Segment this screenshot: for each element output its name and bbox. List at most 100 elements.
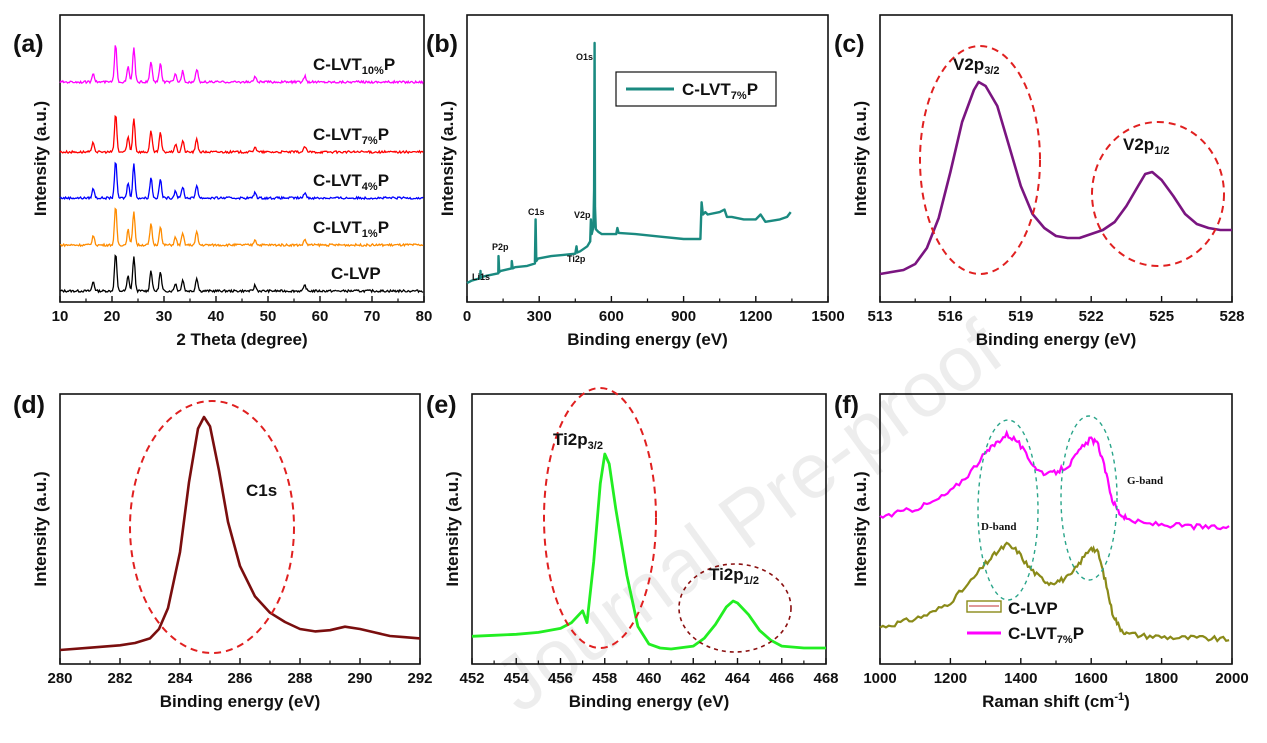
series-label-main: C-LVT	[313, 55, 362, 74]
peak-annotation-sub: 1/2	[1154, 145, 1169, 157]
series-label-sub: 7%	[362, 135, 378, 147]
x-tick-label: 30	[156, 308, 173, 325]
legend-swatch	[966, 600, 1002, 613]
x-tick-label: 513	[867, 308, 892, 325]
series-label-tail: P	[384, 55, 395, 74]
series-label-main: C-LVP	[331, 264, 381, 283]
highlight-ellipse	[543, 387, 657, 649]
plot-frame	[879, 14, 1233, 303]
panel-label: (c)	[834, 30, 865, 58]
x-axis-label-main: Binding energy (eV)	[160, 692, 321, 711]
peak-annotation: P2p	[492, 242, 509, 252]
x-tick-label: 1200	[934, 670, 967, 687]
panel-d: 280 282 284 286 288 290 292 Binding energy (eV)…	[13, 391, 433, 711]
panel-b: 0 300 600 900 1200 1500 Binding energy (eV) Int…	[426, 14, 845, 349]
xrd-series-line	[59, 207, 424, 248]
xrd-series-line	[59, 45, 424, 85]
watermark-text: Journal Pre-proof	[478, 303, 1018, 729]
x-tick-label: 464	[725, 670, 751, 687]
peak-annotation: O1s	[576, 52, 593, 62]
y-axis-label: Intensity (a.u.)	[443, 471, 462, 586]
x-tick-label: 286	[227, 670, 252, 687]
watermark: Journal Pre-proof	[478, 303, 1018, 729]
legend-label-main: C-LVP	[1008, 599, 1058, 618]
panel-label: (b)	[426, 30, 458, 58]
legend-label: C-LVP	[1008, 599, 1058, 618]
legend-label-tail: P	[1073, 624, 1084, 643]
x-tick-label: 454	[504, 670, 530, 687]
ti2p-spectrum-line	[471, 452, 826, 651]
x-axis-label-main: 2 Theta (degree)	[176, 330, 307, 349]
x-tick-label: 2000	[1215, 670, 1248, 687]
raman-series-line	[879, 541, 1230, 643]
x-tick-label: 1500	[811, 308, 844, 325]
peak-annotation: Li1s	[472, 272, 490, 282]
band-annotation: G-band	[1127, 475, 1163, 487]
series-label-tail: P	[378, 171, 389, 190]
x-tick-label: 290	[347, 670, 372, 687]
c1s-spectrum-line	[59, 415, 421, 652]
peak-annotation-main: V2p	[953, 55, 984, 74]
peak-annotation-sub: 3/2	[588, 440, 603, 452]
x-tick-label: 458	[592, 670, 617, 687]
x-axis-label-main: Binding energy (eV)	[567, 330, 728, 349]
peak-annotation: C1s	[246, 481, 277, 500]
legend-label-tail: P	[747, 80, 758, 99]
series-label-tail: P	[378, 125, 389, 144]
x-tick-label: 525	[1149, 308, 1174, 325]
series-label: C-LVT4%P	[313, 171, 389, 193]
panel-a: 10 20 30 40 50 60 70 80 2 Theta (degree) Intensit…	[13, 14, 433, 349]
legend-label: C-LVT7%P	[1008, 624, 1084, 646]
peak-annotation: V2p1/2	[1123, 135, 1169, 157]
x-axis-label: 2 Theta (degree)	[176, 330, 307, 349]
x-tick-label: 288	[287, 670, 312, 687]
x-tick-label: 466	[769, 670, 794, 687]
peak-annotation: V2p3/2	[953, 55, 999, 77]
panel-f: 1000 1200 1400 1600 1800 2000 Raman shift (cm-…	[834, 391, 1249, 711]
x-tick-label: 528	[1219, 308, 1244, 325]
x-tick-label: 1400	[1004, 670, 1037, 687]
x-axis-label: Binding energy (eV)	[160, 692, 321, 711]
peak-annotation: C1s	[528, 207, 545, 217]
x-tick-label: 1600	[1075, 670, 1108, 687]
panel-label: (a)	[13, 30, 44, 58]
peak-annotation: Ti2p1/2	[709, 565, 759, 587]
legend-label-main: C-LVT	[1008, 624, 1057, 643]
legend-label-sub: 7%	[1057, 634, 1073, 646]
peak-annotation-sub: 3/2	[984, 65, 999, 77]
y-axis-label: Intensity (a.u.)	[438, 101, 457, 216]
series-label-tail: P	[378, 218, 389, 237]
x-tick-label: 282	[107, 670, 132, 687]
series-label: C-LVT10%P	[313, 55, 395, 77]
highlight-ellipse	[1091, 121, 1225, 267]
x-axis-label-main: Binding energy (eV)	[976, 330, 1137, 349]
x-tick-label: 20	[104, 308, 121, 325]
series-label-main: C-LVT	[313, 125, 362, 144]
series-label: C-LVP	[331, 264, 381, 283]
band-ellipse	[1060, 415, 1118, 581]
x-tick-label: 50	[260, 308, 277, 325]
peak-annotation-main: V2p	[1123, 135, 1154, 154]
x-axis-label: Binding energy (eV)	[567, 330, 728, 349]
panel-c: 513 516 519 522 525 528 Binding energy (eV) Int…	[834, 14, 1245, 349]
highlight-ellipse	[129, 400, 295, 654]
x-tick-label: 10	[52, 308, 69, 325]
x-tick-label: 80	[416, 308, 433, 325]
plot-frame	[59, 393, 421, 665]
peak-annotation-main: Ti2p	[709, 565, 744, 584]
series-label-sub: 4%	[362, 181, 378, 193]
x-tick-label: 516	[938, 308, 963, 325]
x-tick-label: 280	[47, 670, 72, 687]
panel-label: (f)	[834, 391, 859, 419]
x-axis-label-main: Raman shift (cm	[982, 692, 1114, 711]
v2p-spectrum-line	[879, 80, 1232, 276]
y-axis-label: Intensity (a.u.)	[851, 471, 870, 586]
highlight-ellipse	[678, 563, 792, 653]
x-axis-label: Raman shift (cm-1)	[982, 691, 1130, 711]
peak-annotation: Ti2p3/2	[553, 430, 603, 452]
x-tick-label: 452	[459, 670, 484, 687]
x-tick-label: 462	[681, 670, 706, 687]
raman-series-line	[879, 429, 1230, 531]
x-tick-label: 1800	[1145, 670, 1178, 687]
